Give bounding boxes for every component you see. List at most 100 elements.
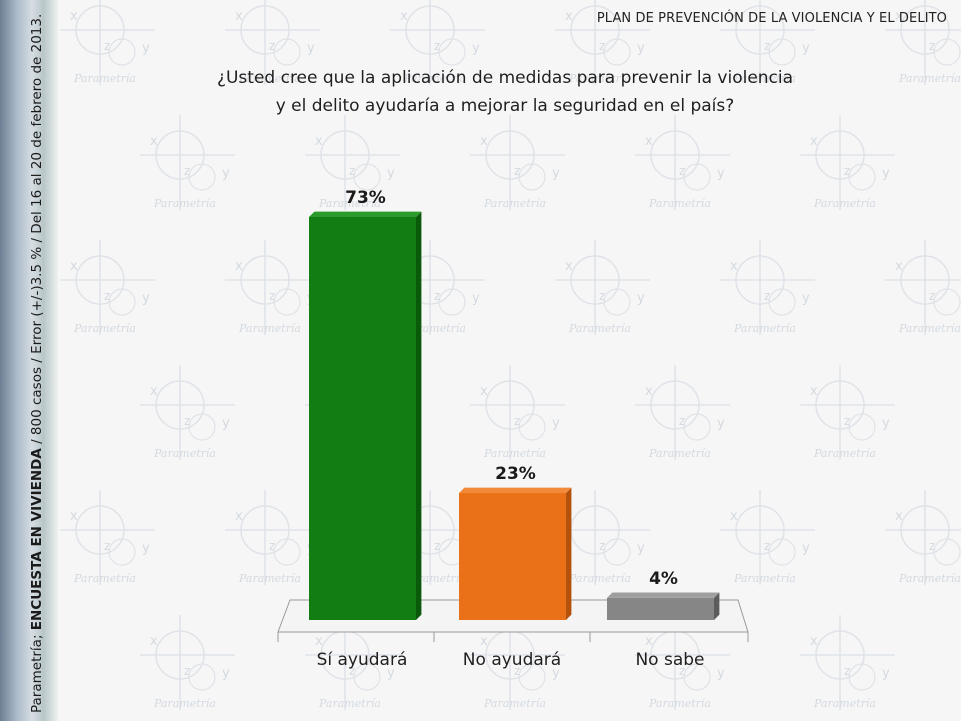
watermark-brand: Parametría <box>318 197 381 210</box>
watermark-axis-y: y <box>142 291 150 306</box>
category-label-0: Sí ayudará <box>317 650 408 670</box>
watermark-circle <box>933 38 961 66</box>
watermark-circle <box>188 413 216 441</box>
watermark-axis-z: z <box>349 664 355 678</box>
watermark-axis-y: y <box>882 416 890 431</box>
watermark-circle <box>240 505 290 555</box>
watermark-circle <box>650 130 700 180</box>
watermark-axis-x: x <box>730 259 738 274</box>
bar-group-0: 73% <box>309 188 422 620</box>
bar-2 <box>607 597 714 620</box>
watermark-circle <box>155 630 205 680</box>
watermark-axis-z: z <box>184 664 190 678</box>
watermark-brand: Parametría <box>898 322 961 335</box>
watermark-brand: Parametría <box>483 447 546 460</box>
watermark-axis-x: x <box>70 259 78 274</box>
watermark-brand: Parametría <box>153 447 216 460</box>
watermark-circle <box>273 38 301 66</box>
watermark-axis-x: x <box>645 384 653 399</box>
watermark-brand: Parametría <box>648 697 711 710</box>
watermark-circle <box>735 255 785 305</box>
watermark-brand: Parametría <box>813 447 876 460</box>
watermark-brand: Parametría <box>153 697 216 710</box>
watermark-axis-y: y <box>552 416 560 431</box>
watermark-circle <box>650 380 700 430</box>
watermark-circle <box>900 5 950 55</box>
watermark-axis-x: x <box>895 259 903 274</box>
watermark-circle <box>603 38 631 66</box>
watermark-axis-y: y <box>637 291 645 306</box>
watermark-axis-y: y <box>802 291 810 306</box>
watermark-brand: Parametría <box>238 72 301 85</box>
watermark-brand: Parametría <box>73 322 136 335</box>
bar-top-0 <box>309 211 422 217</box>
watermark-circle <box>518 413 546 441</box>
watermark-axis-x: x <box>730 9 738 24</box>
watermark-axis-x: x <box>565 9 573 24</box>
watermark-axis-y: y <box>307 41 315 56</box>
watermark-brand: Parametría <box>813 197 876 210</box>
watermark-axis-z: z <box>434 39 440 53</box>
watermark-axis-y: y <box>142 541 150 556</box>
watermark-brand: Parametría <box>73 572 136 585</box>
watermark-circle <box>320 130 370 180</box>
watermark-axis-x: x <box>895 509 903 524</box>
watermark-axis-y: y <box>637 541 645 556</box>
watermark-circle <box>108 288 136 316</box>
watermark-axis-z: z <box>104 539 110 553</box>
watermark-axis-y: y <box>882 166 890 181</box>
watermark-axis-x: x <box>150 634 158 649</box>
watermark-axis-x: x <box>70 509 78 524</box>
watermark-axis-y: y <box>717 666 725 681</box>
watermark-axis-z: z <box>599 539 605 553</box>
bar-1 <box>459 493 566 620</box>
watermark-circle <box>735 505 785 555</box>
watermark-axis-z: z <box>764 539 770 553</box>
watermark-axis-z: z <box>679 664 685 678</box>
watermark-axis-x: x <box>810 134 818 149</box>
watermark-axis-z: z <box>104 289 110 303</box>
watermark-brand: Parametría <box>73 72 136 85</box>
watermark-circle <box>768 538 796 566</box>
watermark-circle <box>188 663 216 691</box>
watermark-axis-z: z <box>269 39 275 53</box>
watermark-circle <box>155 130 205 180</box>
watermark-circle <box>735 5 785 55</box>
watermark-axis-y: y <box>882 666 890 681</box>
watermark-axis-z: z <box>269 539 275 553</box>
watermark-axis-y: y <box>222 416 230 431</box>
watermark-axis-x: x <box>645 134 653 149</box>
watermark-circle <box>75 255 125 305</box>
watermark-circle <box>485 380 535 430</box>
watermark-brand: Parametría <box>318 697 381 710</box>
watermark-tile: Parametría x y z <box>60 490 155 585</box>
watermark-axis-z: z <box>764 39 770 53</box>
watermark-axis-x: x <box>895 9 903 24</box>
watermark-axis-y: y <box>222 666 230 681</box>
watermark-circle <box>570 255 620 305</box>
watermark-axis-x: x <box>315 634 323 649</box>
watermark-circle <box>108 538 136 566</box>
watermark-brand: Parametría <box>483 197 546 210</box>
bar-top-1 <box>459 487 572 494</box>
watermark-axis-x: x <box>480 134 488 149</box>
watermark-brand: Parametría <box>153 197 216 210</box>
data-label-2: 4% <box>649 569 678 589</box>
watermark-axis-x: x <box>235 259 243 274</box>
watermark-brand: Parametría <box>483 697 546 710</box>
watermark-circle <box>815 130 865 180</box>
bar-side-2 <box>714 592 720 620</box>
